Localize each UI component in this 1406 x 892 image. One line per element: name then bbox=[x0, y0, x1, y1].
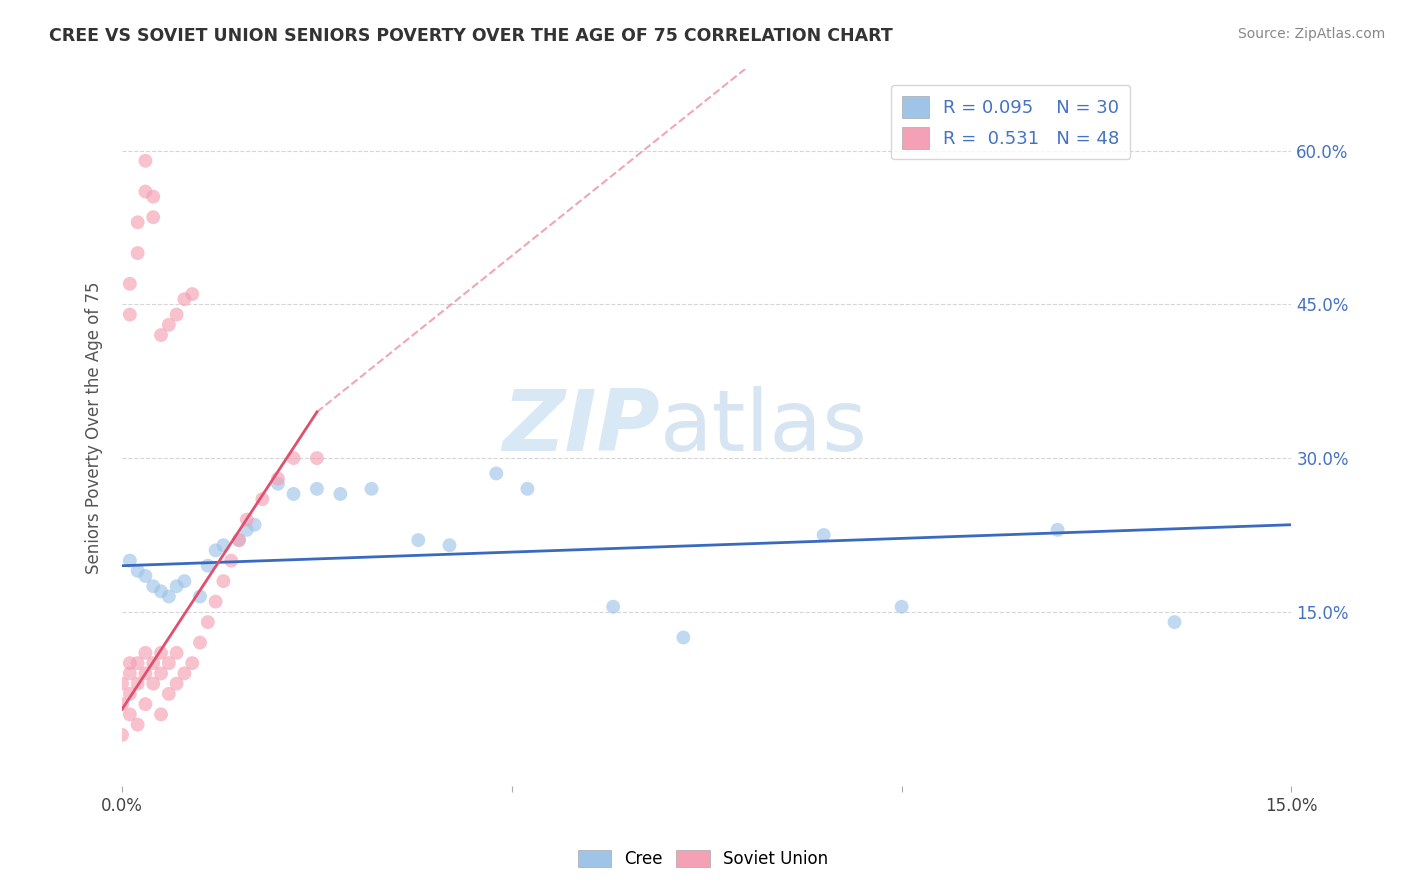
Point bbox=[243, 517, 266, 532]
Point bbox=[118, 687, 141, 701]
Point bbox=[267, 472, 290, 486]
Point bbox=[142, 210, 165, 224]
Point bbox=[166, 646, 188, 660]
Point bbox=[267, 476, 290, 491]
Point bbox=[305, 451, 328, 466]
Point bbox=[157, 656, 180, 670]
Point bbox=[150, 328, 173, 343]
Point bbox=[329, 487, 352, 501]
Point bbox=[181, 287, 204, 301]
Point bbox=[157, 590, 180, 604]
Point bbox=[127, 246, 149, 260]
Point bbox=[1163, 615, 1185, 629]
Point bbox=[150, 646, 173, 660]
Point bbox=[111, 728, 134, 742]
Legend: Cree, Soviet Union: Cree, Soviet Union bbox=[571, 843, 835, 875]
Point bbox=[127, 564, 149, 578]
Point bbox=[142, 579, 165, 593]
Point bbox=[166, 308, 188, 322]
Point bbox=[134, 569, 156, 583]
Point bbox=[283, 451, 305, 466]
Point bbox=[283, 487, 305, 501]
Text: atlas: atlas bbox=[659, 386, 868, 469]
Point bbox=[173, 292, 195, 306]
Point bbox=[134, 185, 156, 199]
Text: Source: ZipAtlas.com: Source: ZipAtlas.com bbox=[1237, 27, 1385, 41]
Point bbox=[134, 153, 156, 168]
Point bbox=[142, 189, 165, 203]
Point bbox=[485, 467, 508, 481]
Point bbox=[439, 538, 461, 552]
Point bbox=[118, 707, 141, 722]
Point bbox=[142, 676, 165, 690]
Legend: R = 0.095    N = 30, R =  0.531   N = 48: R = 0.095 N = 30, R = 0.531 N = 48 bbox=[891, 85, 1130, 160]
Point bbox=[166, 579, 188, 593]
Point bbox=[252, 492, 274, 507]
Point bbox=[166, 676, 188, 690]
Point bbox=[142, 656, 165, 670]
Point bbox=[127, 656, 149, 670]
Point bbox=[118, 656, 141, 670]
Y-axis label: Seniors Poverty Over the Age of 75: Seniors Poverty Over the Age of 75 bbox=[86, 281, 103, 574]
Point bbox=[150, 584, 173, 599]
Text: CREE VS SOVIET UNION SENIORS POVERTY OVER THE AGE OF 75 CORRELATION CHART: CREE VS SOVIET UNION SENIORS POVERTY OVE… bbox=[49, 27, 893, 45]
Point bbox=[173, 574, 195, 588]
Point bbox=[236, 523, 259, 537]
Point bbox=[672, 631, 695, 645]
Point bbox=[134, 666, 156, 681]
Point bbox=[890, 599, 912, 614]
Point bbox=[118, 666, 141, 681]
Point bbox=[204, 594, 226, 608]
Point bbox=[150, 707, 173, 722]
Point bbox=[150, 666, 173, 681]
Point bbox=[157, 687, 180, 701]
Point bbox=[197, 615, 219, 629]
Point bbox=[127, 717, 149, 731]
Point bbox=[173, 666, 195, 681]
Point bbox=[127, 676, 149, 690]
Text: ZIP: ZIP bbox=[502, 386, 659, 469]
Point bbox=[360, 482, 382, 496]
Point bbox=[188, 590, 211, 604]
Point bbox=[127, 215, 149, 229]
Point bbox=[228, 533, 250, 547]
Point bbox=[212, 574, 235, 588]
Point bbox=[197, 558, 219, 573]
Point bbox=[118, 308, 141, 322]
Point bbox=[157, 318, 180, 332]
Point bbox=[181, 656, 204, 670]
Point bbox=[204, 543, 226, 558]
Point bbox=[228, 533, 250, 547]
Point bbox=[118, 277, 141, 291]
Point bbox=[602, 599, 624, 614]
Point bbox=[813, 528, 835, 542]
Point bbox=[212, 538, 235, 552]
Point bbox=[111, 697, 134, 711]
Point bbox=[516, 482, 538, 496]
Point bbox=[305, 482, 328, 496]
Point bbox=[408, 533, 430, 547]
Point bbox=[1046, 523, 1069, 537]
Point bbox=[188, 635, 211, 649]
Point bbox=[236, 513, 259, 527]
Point bbox=[219, 553, 242, 567]
Point bbox=[118, 553, 141, 567]
Point bbox=[134, 697, 156, 711]
Point bbox=[134, 646, 156, 660]
Point bbox=[111, 676, 134, 690]
